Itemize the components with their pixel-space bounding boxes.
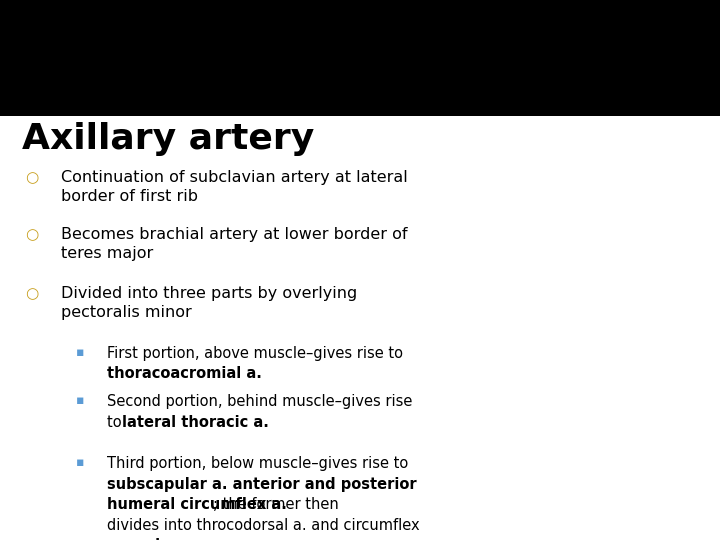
- Text: Continuation of subclavian artery at lateral
border of first rib: Continuation of subclavian artery at lat…: [61, 170, 408, 204]
- Text: scapular a.: scapular a.: [107, 538, 197, 540]
- Text: Divided into three parts by overlying
pectoralis minor: Divided into three parts by overlying pe…: [61, 286, 357, 320]
- Text: lateral thoracic a.: lateral thoracic a.: [122, 415, 269, 430]
- Text: Third portion, below muscle–gives rise to: Third portion, below muscle–gives rise t…: [107, 456, 408, 471]
- Text: subscapular a. anterior and posterior: subscapular a. anterior and posterior: [107, 477, 416, 492]
- Text: Becomes brachial artery at lower border of
teres major: Becomes brachial artery at lower border …: [61, 227, 408, 261]
- Text: First portion, above muscle–gives rise to: First portion, above muscle–gives rise t…: [107, 346, 402, 361]
- Text: thoracoacromial a.: thoracoacromial a.: [107, 366, 261, 381]
- Text: ; the former then: ; the former then: [213, 497, 339, 512]
- FancyBboxPatch shape: [0, 116, 720, 540]
- Text: divides into throcodorsal a. and circumflex: divides into throcodorsal a. and circumf…: [107, 518, 419, 533]
- Text: ○: ○: [25, 227, 38, 242]
- Text: ○: ○: [25, 170, 38, 185]
- Text: Axillary artery: Axillary artery: [22, 122, 314, 156]
- Text: Second portion, behind muscle–gives rise: Second portion, behind muscle–gives rise: [107, 394, 412, 409]
- Text: ▪: ▪: [76, 346, 84, 359]
- Text: to: to: [107, 415, 126, 430]
- Text: ▪: ▪: [76, 456, 84, 469]
- Text: ○: ○: [25, 286, 38, 301]
- FancyBboxPatch shape: [0, 0, 720, 116]
- Text: ▪: ▪: [76, 394, 84, 407]
- Text: humeral circumflex a.: humeral circumflex a.: [107, 497, 287, 512]
